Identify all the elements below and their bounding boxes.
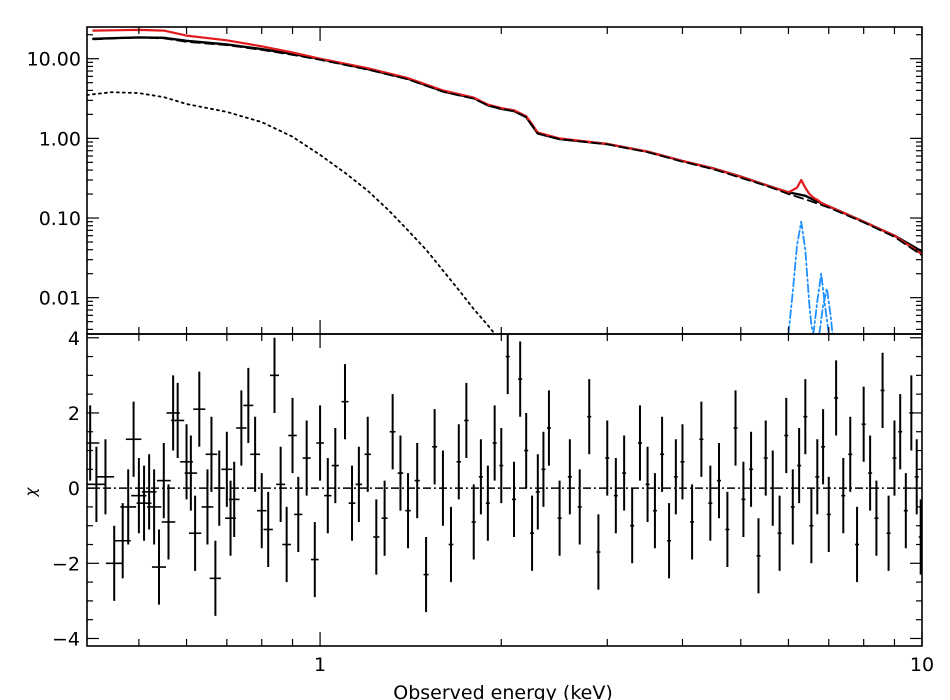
y-tick-label-bottom: 2 xyxy=(68,403,80,425)
residuals-frame xyxy=(86,333,923,647)
spectrum-series-3 xyxy=(87,91,496,334)
spectrum-panel: 0.01 0.10 1.00 10.00 xyxy=(27,26,923,335)
y-tick-label-top: 1.00 xyxy=(39,128,81,150)
y-tick-label-bottom: 4 xyxy=(68,328,80,350)
residuals-panel: −4 −2 0 2 4 1 10 xyxy=(52,328,934,676)
x-tick-label: 10 xyxy=(910,654,934,676)
x-tick-label: 1 xyxy=(314,654,326,676)
residual-points xyxy=(87,334,922,616)
y-tick-label-bottom: 0 xyxy=(68,478,80,500)
spectrum-curves xyxy=(87,28,922,334)
y-tick-label-top: 0.10 xyxy=(39,208,81,230)
spectrum-series-1 xyxy=(92,28,922,256)
spectrum-series-2 xyxy=(92,36,922,257)
spectrum-series-4 xyxy=(787,220,815,334)
y-tick-label-top: 10.00 xyxy=(27,49,81,71)
spectrum-series-0 xyxy=(92,36,922,253)
x-axis-label: Observed energy (keV) xyxy=(393,682,613,700)
spectrum-series-5 xyxy=(812,272,830,334)
y-tick-label-bottom: −4 xyxy=(52,628,80,650)
spectrum-series-6 xyxy=(818,287,834,334)
spectrum-frame xyxy=(86,26,923,335)
y-tick-label-bottom: −2 xyxy=(52,553,80,575)
y-tick-label-top: 0.01 xyxy=(39,288,81,310)
y-axis-label-residuals: χ xyxy=(22,486,40,497)
